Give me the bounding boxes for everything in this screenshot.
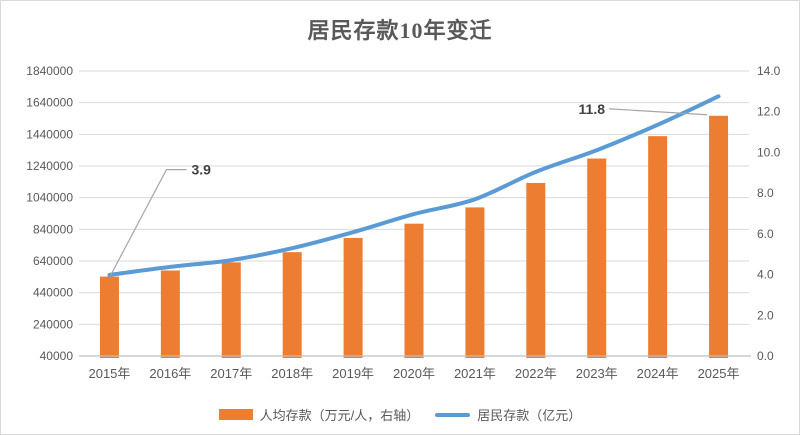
chart-title: 居民存款10年变迁	[307, 18, 493, 43]
line-series-swatch-icon	[435, 412, 471, 417]
left-axis-tick-label: 1040000	[26, 191, 73, 205]
legend: 人均存款（万元/人，右轴） 居民存款（亿元）	[1, 405, 799, 424]
x-axis-label: 2017年	[210, 366, 252, 381]
bar-2016年	[160, 270, 180, 358]
x-axis-label: 2018年	[271, 366, 313, 381]
deposit-line	[107, 94, 721, 277]
left-axis-tick-label: 440000	[33, 286, 73, 300]
legend-item-line-series: 居民存款（亿元）	[435, 405, 581, 424]
x-axis-label: 2020年	[393, 366, 435, 381]
left-axis-tick-label: 40000	[40, 349, 74, 363]
x-axis-label: 2023年	[576, 366, 618, 381]
bar-2024年	[648, 136, 668, 358]
left-axis-tick-label: 1440000	[26, 127, 73, 141]
x-axis-label: 2019年	[332, 366, 374, 381]
right-axis-tick-label: 14.0	[757, 64, 781, 78]
right-axis-tick-label: 12.0	[757, 105, 781, 119]
x-axis-label: 2016年	[149, 366, 191, 381]
leader-line-3-9	[109, 169, 187, 276]
annotation-first-value: 3.9	[191, 162, 211, 178]
leader-line-11-8	[609, 108, 708, 116]
bar-2019年	[343, 237, 363, 358]
x-axis-label: 2021年	[454, 366, 496, 381]
bar-2021年	[465, 207, 485, 358]
bar-2025年	[709, 115, 729, 359]
bar-2018年	[282, 252, 302, 358]
left-axis-tick-label: 1240000	[26, 159, 73, 173]
right-axis-tick-label: 6.0	[757, 227, 774, 241]
left-axis-tick-label: 840000	[33, 222, 73, 236]
bar-2020年	[404, 223, 424, 358]
bar-series-swatch-icon	[218, 409, 253, 420]
right-axis-tick-label: 10.0	[757, 145, 781, 159]
bar-2023年	[587, 158, 607, 358]
left-axis-tick-label: 1640000	[26, 96, 73, 110]
legend-label-line-series: 居民存款（亿元）	[477, 408, 582, 423]
annotation-last-value: 11.8	[579, 101, 606, 117]
left-axis-tick-label: 640000	[33, 254, 73, 268]
x-axis-label: 2025年	[698, 366, 740, 381]
right-axis-tick-label: 8.0	[757, 186, 774, 200]
right-axis-tick-label: 0.0	[757, 349, 774, 363]
right-axis-tick-label: 4.0	[757, 268, 774, 282]
bar-2015年	[99, 276, 119, 358]
left-axis-tick-label: 240000	[33, 317, 73, 331]
bar-2017年	[221, 262, 241, 358]
legend-item-bar-series: 人均存款（万元/人，右轴）	[218, 405, 420, 424]
left-axis-tick-label: 1840000	[26, 64, 73, 78]
bar-2022年	[526, 182, 546, 358]
x-axis-label: 2022年	[515, 366, 557, 381]
x-axis-label: 2024年	[637, 366, 679, 381]
right-axis-tick-label: 2.0	[757, 308, 774, 322]
legend-label-bar-series: 人均存款（万元/人，右轴）	[259, 408, 420, 423]
x-axis-label: 2015年	[88, 366, 130, 381]
